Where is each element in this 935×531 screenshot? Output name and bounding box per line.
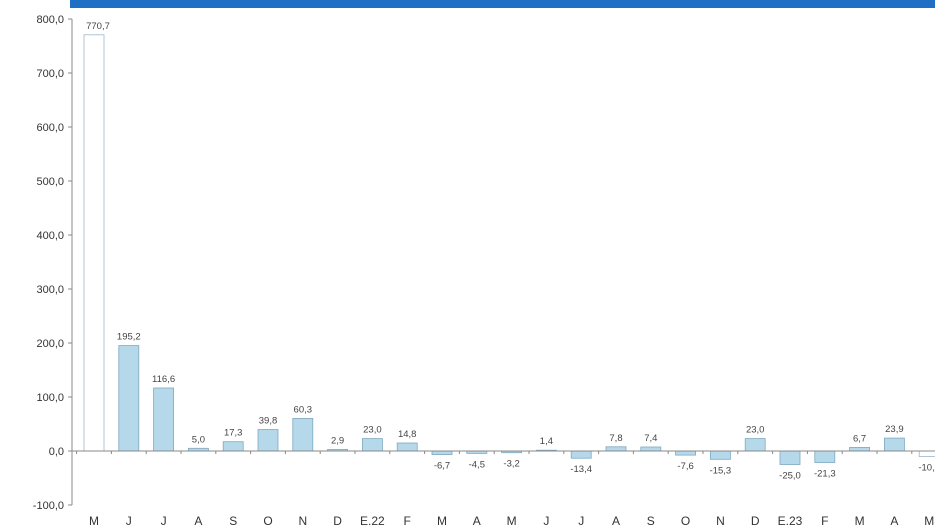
x-category-label: O: [681, 514, 690, 528]
data-label: -15,3: [710, 465, 732, 476]
y-tick-label: 500,0: [36, 176, 64, 188]
data-label: -25,0: [779, 471, 801, 482]
bar: [814, 450, 836, 463]
y-tick-label: 600,0: [36, 122, 64, 134]
x-category-label: J: [126, 514, 132, 528]
bar: [640, 446, 662, 452]
x-category-label: J: [543, 514, 549, 528]
x-category-label: E.23: [778, 514, 803, 528]
x-category-label: J: [161, 514, 167, 528]
x-axis: M J J A S O N D E.22 F M A M J J A S O N D E.23 F M A M: [89, 514, 934, 528]
data-label: -7,6: [677, 461, 693, 472]
data-label: -21,3: [814, 469, 836, 480]
data-label: 6,7: [853, 433, 866, 444]
bar: [153, 387, 175, 452]
x-category-label: F: [404, 514, 411, 528]
data-label: 2,9: [331, 435, 344, 446]
data-label: 7,4: [644, 433, 657, 444]
zero-baseline: [72, 450, 935, 454]
data-label: 23,0: [746, 425, 765, 436]
x-category-label: J: [578, 514, 584, 528]
y-tick-label: 100,0: [36, 392, 64, 404]
bar: [83, 34, 105, 452]
y-tick-label: -100,0: [33, 500, 64, 512]
x-category-label: M: [89, 514, 99, 528]
data-label: 17,3: [224, 428, 243, 439]
x-category-label: M: [437, 514, 447, 528]
data-label: 770,7: [86, 21, 110, 32]
data-label: 14,8: [398, 429, 417, 440]
data-label: 23,9: [885, 424, 904, 435]
data-label: 39,8: [259, 416, 278, 427]
bar: [779, 450, 801, 465]
data-label: -10,4: [918, 463, 935, 474]
bar: [744, 438, 766, 452]
data-label: 23,0: [363, 425, 382, 436]
y-tick-label: 300,0: [36, 284, 64, 296]
data-labels: 770,7 195,2 116,6 5,0 17,3 39,8 60,3 2,9 23,0 14,…: [86, 21, 935, 482]
x-category-label: D: [333, 514, 342, 528]
data-label: 60,3: [294, 404, 313, 415]
data-label: 5,0: [192, 434, 205, 445]
data-label: 195,2: [117, 332, 141, 343]
x-category-label: E.22: [360, 514, 385, 528]
bar: [849, 446, 870, 452]
x-category-label: M: [924, 514, 934, 528]
x-category-label: F: [821, 514, 828, 528]
bars: [83, 34, 935, 465]
data-label: 116,6: [152, 374, 175, 385]
bar: [918, 450, 935, 457]
bar: [605, 446, 627, 452]
y-tick-label: 400,0: [36, 230, 64, 242]
x-category-label: S: [229, 514, 237, 528]
y-tick-label: 200,0: [36, 338, 64, 350]
x-category-label: A: [890, 514, 898, 528]
x-category-label: O: [263, 514, 272, 528]
bar: [361, 438, 383, 452]
data-label: 7,8: [609, 433, 622, 444]
data-label: -3,2: [503, 459, 519, 470]
y-tick-label: 0,0: [49, 446, 64, 458]
x-category-label: A: [473, 514, 481, 528]
y-tick-label: 800,0: [36, 14, 64, 26]
bar: [118, 345, 140, 452]
x-category-label: N: [298, 514, 307, 528]
bar: [222, 441, 244, 452]
bar: [396, 442, 418, 452]
top-accent-bar: [70, 0, 935, 8]
x-category-label: N: [716, 514, 725, 528]
bar: [257, 429, 279, 452]
x-category-label: M: [507, 514, 517, 528]
x-category-label: A: [612, 514, 620, 528]
data-label: -4,5: [469, 459, 485, 470]
data-label: 1,4: [540, 436, 553, 447]
x-category-label: A: [194, 514, 202, 528]
bar: [292, 417, 314, 452]
data-label: -6,7: [434, 461, 450, 472]
bar: [710, 450, 731, 460]
y-axis: 800,0 700,0 600,0 500,0 400,0 300,0 200,0 100,0…: [33, 14, 73, 512]
data-label: -13,4: [570, 464, 592, 475]
bar: [570, 450, 592, 459]
bar: [675, 450, 696, 456]
bar: [431, 450, 453, 455]
x-category-label: M: [855, 514, 865, 528]
x-category-label: S: [647, 514, 655, 528]
bar: [884, 437, 905, 452]
x-category-label: D: [751, 514, 760, 528]
y-tick-label: 700,0: [36, 68, 64, 80]
